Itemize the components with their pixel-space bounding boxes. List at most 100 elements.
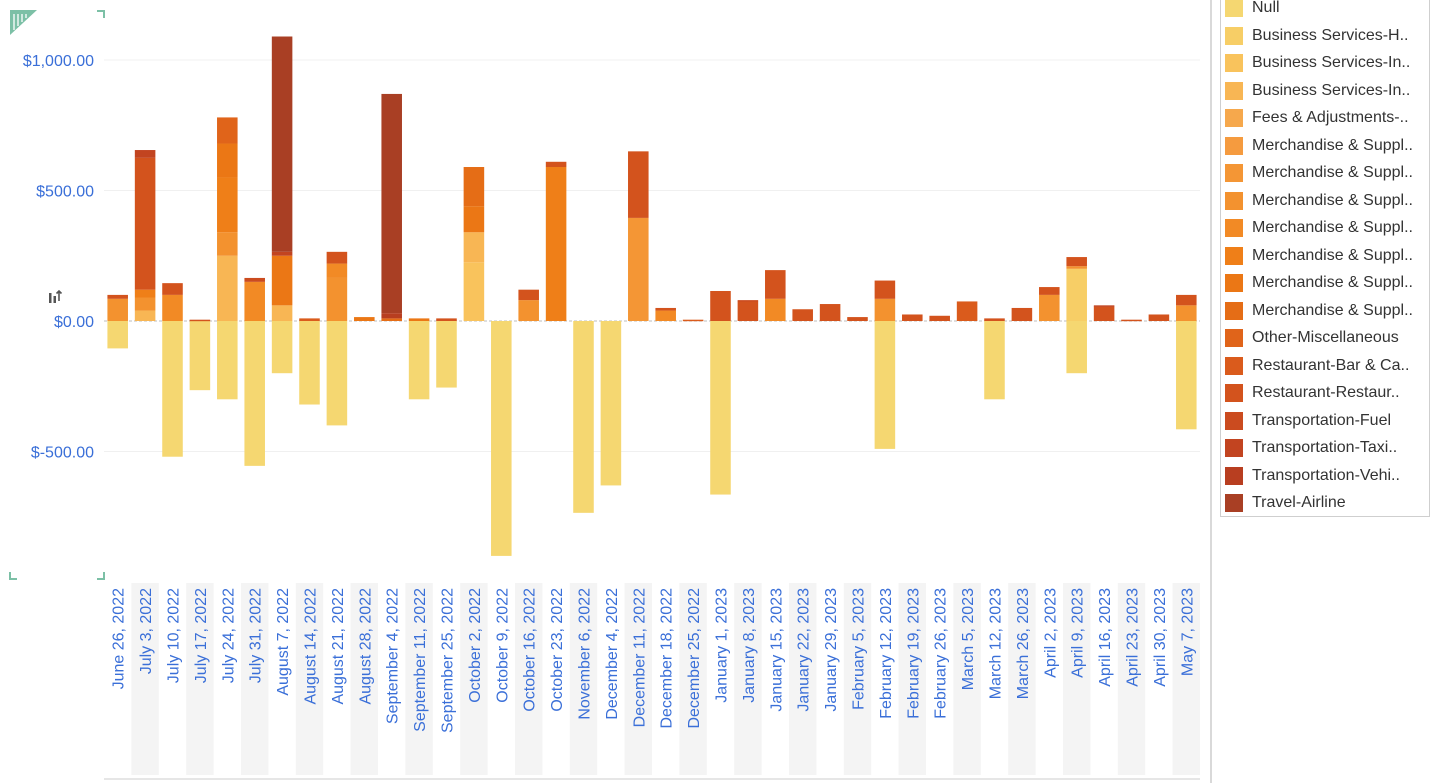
bar-segment[interactable]	[134, 289, 156, 298]
legend-item[interactable]: Business Services-H..	[1225, 25, 1425, 47]
bar-segment[interactable]	[710, 290, 731, 321]
bar-segment[interactable]	[1176, 305, 1197, 321]
bar-segment[interactable]	[1039, 294, 1060, 321]
bar-segment[interactable]	[134, 157, 156, 290]
bar-segment[interactable]	[1066, 257, 1087, 267]
bar-segment[interactable]	[819, 304, 841, 321]
bar-segment[interactable]	[189, 321, 211, 391]
bar-segment[interactable]	[545, 161, 567, 168]
bar-segment[interactable]	[518, 289, 539, 301]
bar-segment[interactable]	[737, 300, 759, 302]
bar-segment[interactable]	[1093, 305, 1115, 307]
bar-segment[interactable]	[573, 321, 594, 513]
legend-item[interactable]: Travel-Airline	[1225, 492, 1425, 514]
bar-segment[interactable]	[244, 277, 265, 282]
legend-item[interactable]: Transportation-Fuel	[1225, 410, 1425, 432]
legend-item[interactable]: Fees & Adjustments-..	[1225, 107, 1425, 129]
bar-segment[interactable]	[737, 301, 759, 321]
bar-segment[interactable]	[984, 318, 1005, 321]
bar-segment[interactable]	[765, 270, 786, 299]
bar-segment[interactable]	[299, 318, 320, 321]
legend-item[interactable]: Business Services-In..	[1225, 52, 1425, 74]
bar-segment[interactable]	[217, 232, 238, 256]
bar-segment[interactable]	[217, 117, 238, 144]
bar-segment[interactable]	[271, 321, 293, 374]
bar-segment[interactable]	[326, 251, 348, 264]
bar-segment[interactable]	[217, 255, 238, 321]
bar-segment[interactable]	[436, 321, 457, 388]
bar-segment[interactable]	[1039, 287, 1060, 295]
bar-segment[interactable]	[682, 319, 704, 322]
bar-segment[interactable]	[628, 217, 649, 321]
bar-segment[interactable]	[1066, 266, 1087, 269]
bar-segment[interactable]	[299, 321, 320, 405]
bar-segment[interactable]	[326, 263, 348, 278]
legend-item[interactable]: Merchandise & Suppl..	[1225, 190, 1425, 212]
bar-segment[interactable]	[107, 321, 128, 349]
legend-item[interactable]: Other-Miscellaneous	[1225, 327, 1425, 349]
bar-segment[interactable]	[874, 298, 896, 321]
bar-segment[interactable]	[655, 310, 676, 321]
bar-segment[interactable]	[628, 151, 649, 218]
bar-segment[interactable]	[134, 150, 156, 158]
bar-segment[interactable]	[134, 310, 156, 321]
legend-item[interactable]: Transportation-Vehi..	[1225, 465, 1425, 487]
bar-segment[interactable]	[1121, 319, 1142, 322]
bar-segment[interactable]	[134, 297, 156, 311]
bar-segment[interactable]	[408, 321, 430, 400]
bar-segment[interactable]	[381, 313, 402, 319]
bar-segment[interactable]	[189, 319, 211, 322]
bar-segment[interactable]	[463, 167, 485, 207]
legend-item[interactable]: Restaurant-Restaur..	[1225, 382, 1425, 404]
bar-segment[interactable]	[655, 307, 676, 311]
legend-item[interactable]: Merchandise & Suppl..	[1225, 162, 1425, 184]
bar-segment[interactable]	[1066, 321, 1087, 374]
bar-segment[interactable]	[408, 318, 430, 321]
bar-segment[interactable]	[271, 251, 293, 256]
bar-segment[interactable]	[1148, 314, 1170, 321]
bar-segment[interactable]	[436, 318, 457, 321]
legend-item[interactable]: Merchandise & Suppl..	[1225, 245, 1425, 267]
bar-segment[interactable]	[162, 321, 183, 457]
bar-segment[interactable]	[874, 321, 896, 449]
legend-item[interactable]: Transportation-Taxi..	[1225, 437, 1425, 459]
bar-segment[interactable]	[244, 321, 265, 466]
bar-segment[interactable]	[162, 294, 183, 321]
legend-item[interactable]: Merchandise & Suppl..	[1225, 272, 1425, 294]
bar-segment[interactable]	[847, 317, 868, 321]
bar-segment[interactable]	[463, 232, 485, 263]
bar-segment[interactable]	[326, 321, 348, 426]
sort-icon[interactable]	[48, 287, 66, 305]
bar-segment[interactable]	[765, 298, 786, 321]
bar-segment[interactable]	[271, 305, 293, 321]
bar-segment[interactable]	[792, 309, 813, 321]
bar-segment[interactable]	[271, 255, 293, 306]
bar-segment[interactable]	[545, 167, 567, 321]
bar-segment[interactable]	[518, 300, 539, 321]
bar-segment[interactable]	[217, 177, 238, 233]
bar-segment[interactable]	[162, 283, 183, 295]
chart-corner-icon[interactable]	[10, 10, 38, 36]
bar-segment[interactable]	[326, 277, 348, 321]
legend-item[interactable]: Restaurant-Bar & Ca..	[1225, 355, 1425, 377]
bar-segment[interactable]	[463, 206, 485, 233]
bar-segment[interactable]	[1011, 307, 1033, 321]
bar-segment[interactable]	[902, 314, 923, 321]
bar-segment[interactable]	[217, 321, 238, 400]
legend-item[interactable]: Business Services-In..	[1225, 80, 1425, 102]
bar-segment[interactable]	[107, 294, 128, 299]
legend-item[interactable]: Merchandise & Suppl..	[1225, 217, 1425, 239]
bar-segment[interactable]	[1093, 306, 1115, 321]
bar-segment[interactable]	[929, 315, 950, 321]
legend-item[interactable]: Merchandise & Suppl..	[1225, 300, 1425, 322]
bar-segment[interactable]	[710, 321, 731, 495]
bar-segment[interactable]	[271, 36, 293, 252]
bar-segment[interactable]	[1176, 321, 1197, 430]
bar-segment[interactable]	[984, 321, 1005, 400]
bar-segment[interactable]	[1066, 268, 1087, 321]
bar-segment[interactable]	[600, 321, 622, 486]
bar-segment[interactable]	[244, 281, 265, 321]
bar-segment[interactable]	[463, 262, 485, 321]
bar-segment[interactable]	[381, 93, 402, 314]
bar-segment[interactable]	[217, 143, 238, 178]
